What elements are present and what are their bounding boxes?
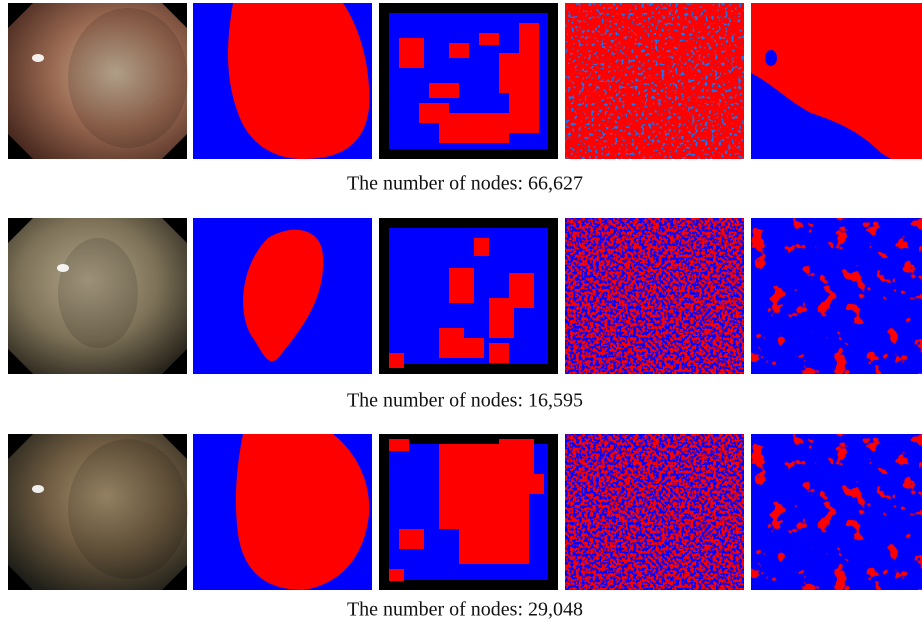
prediction-texture bbox=[565, 3, 744, 159]
lesion bbox=[68, 439, 188, 579]
prediction-block bbox=[519, 23, 539, 53]
prediction-block bbox=[449, 43, 469, 58]
prediction-block bbox=[399, 529, 424, 549]
pixel-prediction bbox=[565, 3, 744, 159]
prediction-texture bbox=[565, 434, 744, 590]
mask-region bbox=[235, 434, 370, 590]
caption: The number of nodes: 16,595 bbox=[347, 390, 583, 412]
prediction-block bbox=[464, 338, 484, 358]
prediction-block bbox=[439, 444, 499, 484]
prediction-block bbox=[499, 439, 534, 479]
ground-truth-mask bbox=[193, 434, 372, 590]
mask-region bbox=[228, 3, 370, 159]
prediction-block bbox=[399, 38, 424, 68]
prediction-block bbox=[439, 479, 529, 529]
ground-truth-mask bbox=[193, 3, 372, 159]
caption: The number of nodes: 66,627 bbox=[347, 173, 583, 195]
endoscopy-view bbox=[8, 218, 187, 374]
prediction-block bbox=[489, 298, 514, 338]
prediction-block bbox=[499, 53, 539, 93]
prediction-block bbox=[509, 93, 539, 133]
prediction-block bbox=[389, 439, 409, 451]
block-prediction bbox=[379, 218, 558, 374]
mask-region bbox=[243, 229, 324, 362]
prediction-texture bbox=[565, 218, 744, 374]
prediction-block bbox=[429, 83, 459, 98]
endoscopy-image bbox=[8, 218, 187, 374]
prediction-block bbox=[459, 524, 529, 564]
prediction-block bbox=[389, 353, 404, 368]
pixel-prediction bbox=[565, 434, 744, 590]
prediction-block bbox=[389, 569, 404, 581]
caption: The number of nodes: 29,048 bbox=[347, 599, 583, 621]
specular-highlight bbox=[32, 54, 44, 62]
block-prediction bbox=[379, 3, 558, 159]
prediction-block bbox=[474, 238, 489, 256]
prediction-block bbox=[479, 33, 499, 45]
prediction-region bbox=[765, 50, 777, 66]
pixel-prediction bbox=[565, 218, 744, 374]
prediction-region bbox=[751, 73, 891, 159]
prediction-block bbox=[439, 328, 464, 358]
ground-truth-mask bbox=[193, 218, 372, 374]
endoscopy-view bbox=[8, 434, 187, 590]
prediction-block bbox=[489, 343, 509, 363]
block-prediction bbox=[379, 434, 558, 590]
endoscopy-view bbox=[8, 3, 187, 159]
prediction-block bbox=[479, 113, 509, 143]
prediction-block bbox=[529, 474, 544, 494]
node-prediction bbox=[751, 434, 922, 590]
specular-highlight bbox=[32, 485, 44, 493]
prediction-texture bbox=[751, 434, 922, 590]
endoscopy-image bbox=[8, 434, 188, 590]
prediction-texture bbox=[751, 218, 922, 374]
lesion bbox=[68, 8, 188, 148]
prediction-block bbox=[449, 268, 474, 303]
prediction-block bbox=[439, 113, 479, 143]
specular-highlight bbox=[57, 264, 69, 272]
endoscopy-image bbox=[8, 3, 188, 159]
node-prediction bbox=[751, 218, 922, 374]
node-prediction bbox=[751, 3, 922, 159]
lesion bbox=[58, 238, 138, 348]
